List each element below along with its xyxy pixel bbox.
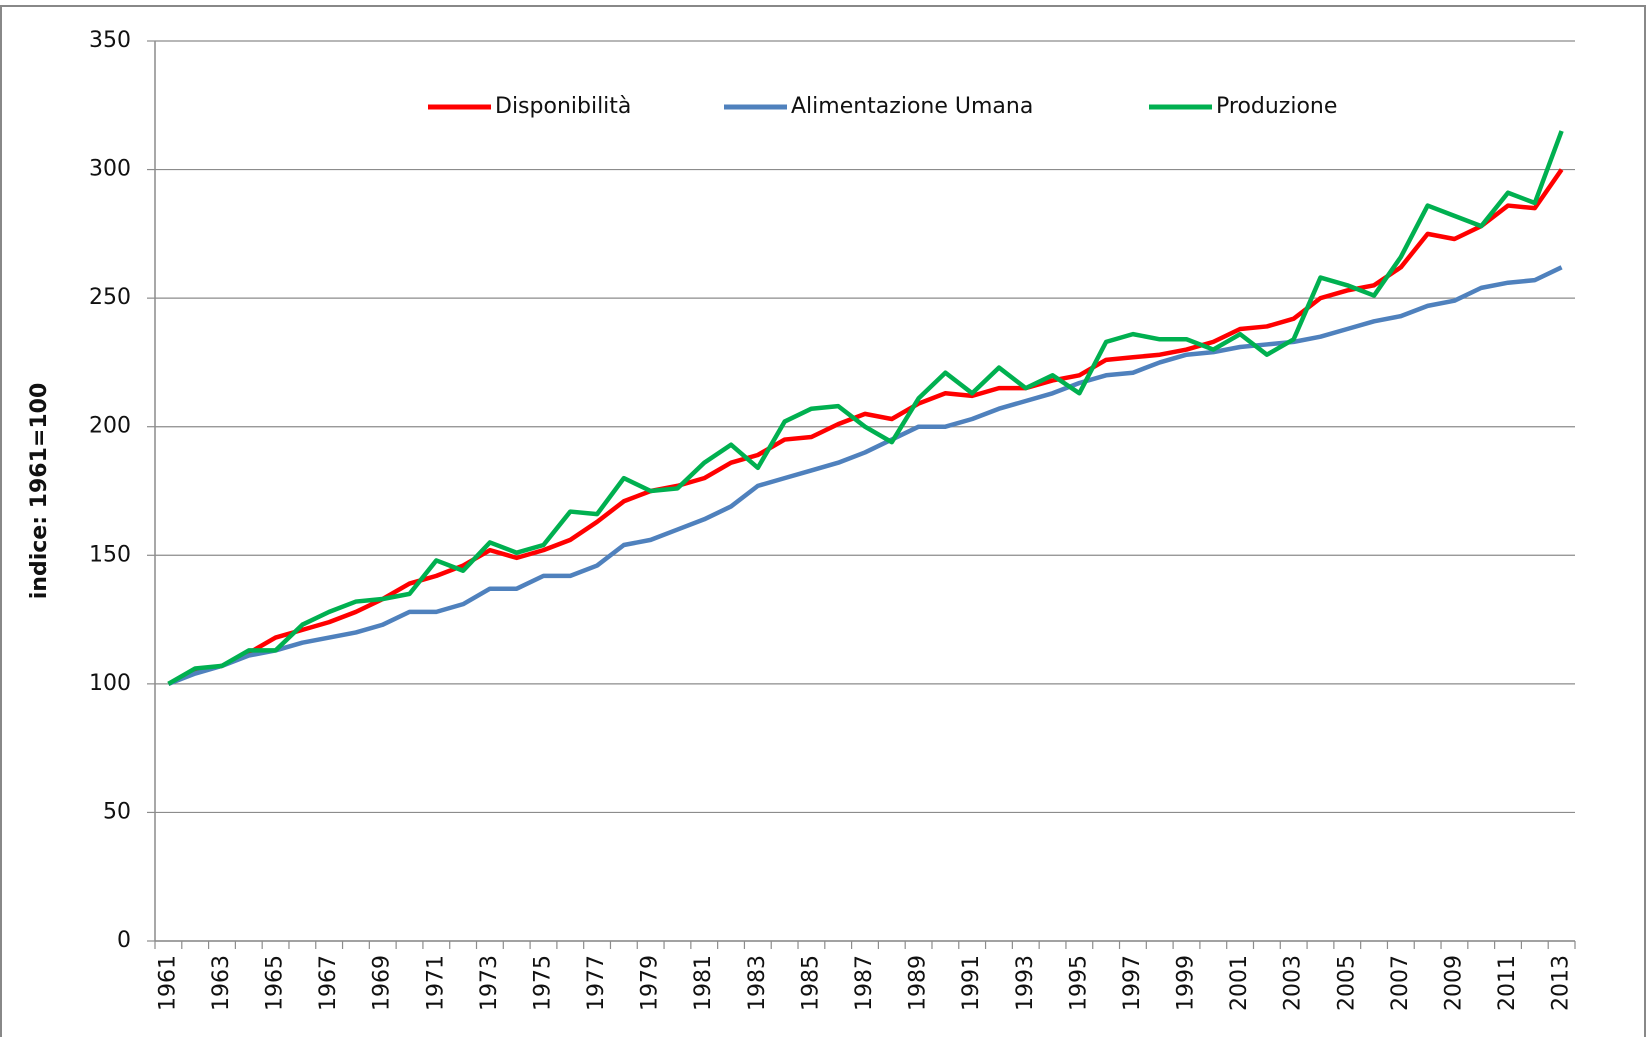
y-tick-label: 250 <box>89 285 131 310</box>
x-tick-label: 1965 <box>263 955 288 1011</box>
x-tick-label: 1973 <box>477 955 502 1011</box>
x-tick-label: 1961 <box>155 955 180 1011</box>
legend-label: Disponibilità <box>495 94 631 119</box>
y-tick-label: 0 <box>117 928 131 953</box>
x-tick-label: 2001 <box>1227 955 1252 1011</box>
y-tick-label: 150 <box>89 542 131 567</box>
y-axis-title: indice: 1961=100 <box>27 383 52 600</box>
x-tick-label: 1971 <box>423 955 448 1011</box>
x-tick-label: 1989 <box>906 955 931 1011</box>
y-tick-label: 200 <box>89 414 131 439</box>
x-tick-label: 1963 <box>209 955 234 1011</box>
series-line <box>167 265 1563 686</box>
x-tick-label: 1977 <box>584 955 609 1011</box>
series-line <box>167 130 1564 686</box>
x-tick-label: 1993 <box>1013 955 1038 1011</box>
x-tick-label: 2011 <box>1495 955 1520 1011</box>
x-tick-label: 1991 <box>959 955 984 1011</box>
x-tick-label: 2005 <box>1334 955 1359 1011</box>
legend-label: Alimentazione Umana <box>791 94 1033 119</box>
y-tick-label: 350 <box>89 28 131 53</box>
x-tick-label: 2007 <box>1388 955 1413 1011</box>
x-tick-label: 1985 <box>798 955 823 1011</box>
legend-label: Produzione <box>1216 94 1337 119</box>
x-tick-label: 1997 <box>1120 955 1145 1011</box>
y-tick-label: 100 <box>89 671 131 696</box>
x-tick-label: 1979 <box>638 955 663 1011</box>
x-tick-label: 1975 <box>530 955 555 1011</box>
x-tick-label: 1969 <box>370 955 395 1011</box>
x-tick-label: 1967 <box>316 955 341 1011</box>
x-tick-label: 2009 <box>1441 955 1466 1011</box>
x-tick-label: 1995 <box>1066 955 1091 1011</box>
chart-frame <box>0 5 1646 1037</box>
y-tick-label: 50 <box>103 799 131 824</box>
series-line <box>167 168 1564 686</box>
x-tick-label: 2003 <box>1281 955 1306 1011</box>
x-tick-label: 1983 <box>745 955 770 1011</box>
x-tick-label: 1999 <box>1174 955 1199 1011</box>
x-tick-label: 2013 <box>1549 955 1574 1011</box>
y-tick-label: 300 <box>89 157 131 182</box>
x-tick-label: 1981 <box>691 955 716 1011</box>
x-tick-label: 1987 <box>852 955 877 1011</box>
